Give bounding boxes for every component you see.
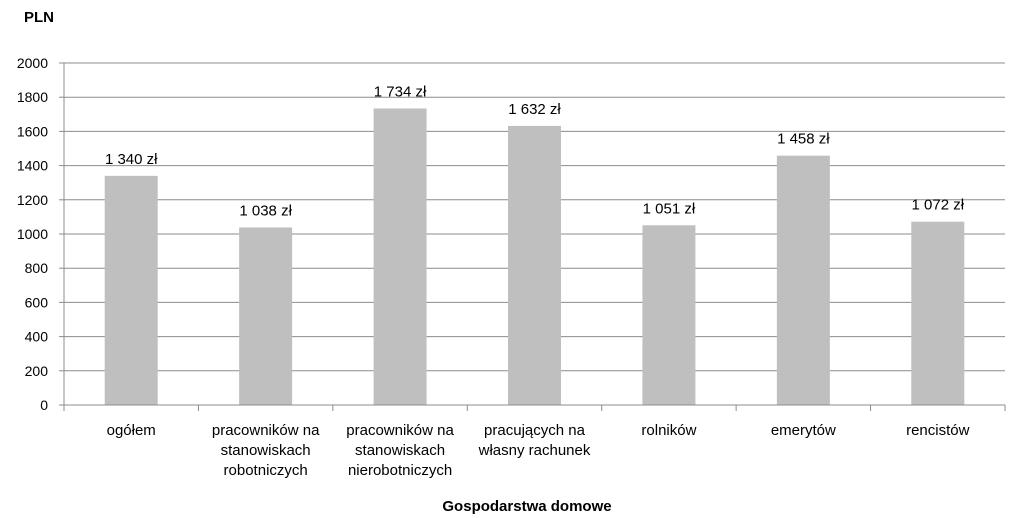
- y-tick-label: 1600: [17, 123, 48, 139]
- data-label: 1 340 zł: [105, 151, 158, 168]
- data-label: 1 734 zł: [374, 83, 427, 100]
- y-tick-label: 1400: [17, 158, 48, 174]
- x-tick-label: stanowiskach: [221, 442, 311, 459]
- x-tick-label: ogółem: [107, 422, 156, 439]
- y-tick-label: 1200: [17, 192, 48, 208]
- bars: [104, 108, 965, 406]
- y-tick-label: 0: [40, 397, 48, 413]
- bar: [911, 221, 965, 405]
- y-tick-label: 1000: [17, 226, 48, 242]
- bar: [776, 155, 830, 405]
- x-tick-label: pracowników na: [346, 422, 454, 439]
- y-tick-label: 400: [25, 329, 49, 345]
- x-tick-label: nierobotniczych: [348, 462, 452, 479]
- x-tick-labels: ogółem pracowników na stanowiskach robotnic…: [107, 422, 970, 479]
- x-tick-label: własny rachunek: [478, 442, 591, 459]
- y-tick-label: 2000: [17, 55, 48, 71]
- data-label: 1 038 zł: [239, 203, 292, 220]
- data-labels: 1 340 zł 1 038 zł 1 734 zł 1 632 zł 1 051 zł…: [105, 83, 965, 219]
- data-label: 1 072 zł: [912, 197, 965, 214]
- x-axis-title: Gospodarstwa domowe: [442, 498, 611, 515]
- x-tick-label: stanowiskach: [355, 442, 445, 459]
- y-tick-label: 1800: [17, 89, 48, 105]
- x-tick-label: robotniczych: [224, 462, 308, 479]
- x-tick-label: pracujących na: [484, 422, 586, 439]
- bar: [104, 175, 158, 405]
- y-axis-title: PLN: [24, 9, 54, 26]
- bar: [642, 225, 696, 405]
- bar: [239, 227, 293, 405]
- data-label: 1 051 zł: [643, 200, 696, 217]
- bar: [508, 125, 561, 405]
- y-tick-label: 200: [25, 363, 49, 379]
- y-tick-label: 600: [25, 294, 49, 310]
- y-tick-label: 800: [25, 260, 49, 276]
- x-tick-label: rencistów: [906, 422, 970, 439]
- data-label: 1 458 zł: [777, 131, 830, 148]
- data-label: 1 632 zł: [508, 101, 561, 118]
- bar: [373, 108, 427, 406]
- x-tick-label: pracowników na: [212, 422, 320, 439]
- axes: [59, 62, 1006, 411]
- y-tick-labels: 0 200 400 600 800 1000 1200 1400 1600 1800 2000: [17, 55, 48, 413]
- x-tick-label: rolników: [641, 422, 696, 439]
- x-tick-label: emerytów: [771, 422, 836, 439]
